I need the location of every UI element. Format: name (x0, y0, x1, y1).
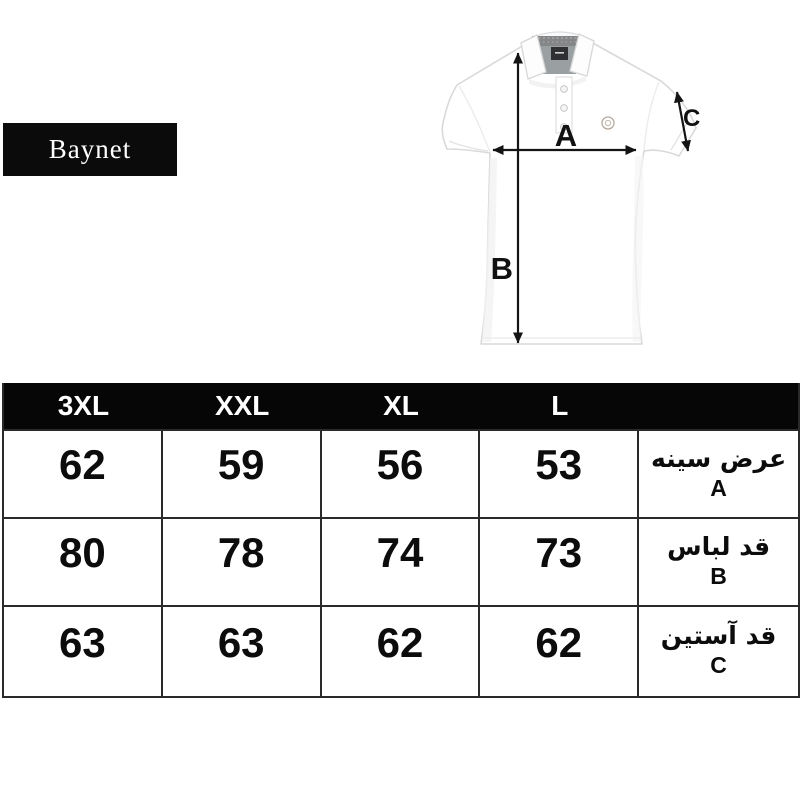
size-value-cell: 62 (322, 607, 481, 696)
measure-label-cell-length: قد لباس B (639, 519, 798, 607)
measure-dim-letter: C (710, 652, 727, 679)
measure-name-fa: قد لباس (667, 531, 771, 561)
measure-dim-letter: A (710, 474, 727, 501)
size-column-header-3xl: 3XL (4, 383, 163, 431)
measure-label-b: B (491, 251, 513, 286)
measure-arrow-sleeve (674, 91, 691, 152)
shirt-illustration (441, 31, 697, 345)
measure-name-fa: عرض سینه (651, 443, 787, 473)
measurement-arrows (492, 52, 691, 344)
placket (555, 76, 573, 134)
size-value-cell: 62 (4, 431, 163, 519)
size-value-cell: 73 (480, 519, 640, 607)
size-table: 3XL XXL XL L 62 59 56 53 عرض سینه A 80 7… (2, 383, 800, 698)
chest-logo-badge (601, 116, 615, 130)
shirt-measurement-diagram: A B C (441, 31, 700, 345)
size-value-cell: 56 (321, 431, 481, 519)
size-value-cell: 63 (163, 607, 322, 696)
size-column-header-l: L (480, 383, 640, 431)
size-value-cell: 78 (162, 519, 322, 607)
measure-name-fa: قد آستین (660, 621, 777, 651)
size-value-cell: 80 (4, 519, 163, 607)
size-column-header-xxl: XXL (162, 383, 322, 431)
collar-brand-tag (551, 47, 568, 60)
brand-logo-text: Baynet (48, 134, 132, 164)
measure-dim-letter: B (710, 562, 727, 589)
size-column-header-xl: XL (321, 383, 481, 431)
measure-label-cell-chest: عرض سینه A (639, 431, 798, 519)
size-value-cell: 62 (480, 607, 640, 696)
measure-label-cell-sleeve: قد آستین C (639, 607, 798, 696)
measure-label-c: C (683, 105, 700, 132)
size-value-cell: 74 (321, 519, 481, 607)
brand-logo: Baynet (3, 123, 177, 176)
size-value-cell: 53 (480, 431, 640, 519)
measure-label-a: A (555, 118, 577, 153)
size-value-cell: 59 (162, 431, 322, 519)
size-value-cell: 63 (4, 607, 163, 696)
size-column-header-measure (639, 383, 798, 431)
